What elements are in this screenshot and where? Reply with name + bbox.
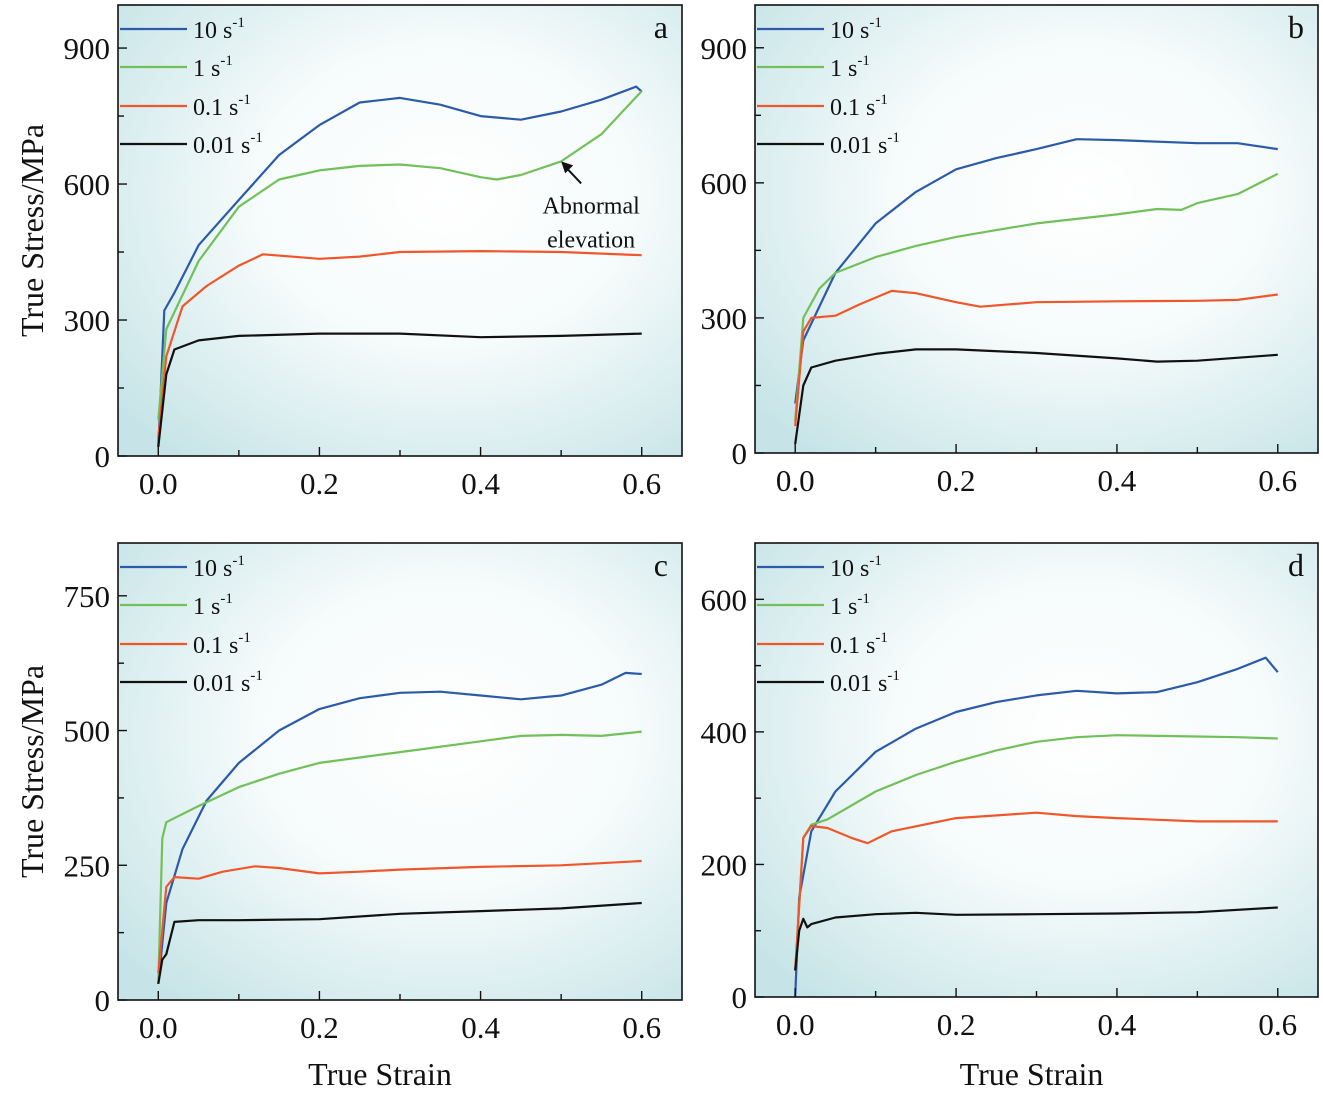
legend-label: 1 s-1 xyxy=(830,591,870,620)
series-line-0_1 xyxy=(157,859,642,974)
x-tick-label: 0.0 xyxy=(776,1007,815,1042)
x-tick-label: 0.0 xyxy=(139,1010,178,1045)
series-line-0_1 xyxy=(794,289,1278,427)
x-tick-label: 0.6 xyxy=(1258,463,1297,498)
y-tick-label: 600 xyxy=(64,167,111,202)
y-axis-label: True Stress/MPa xyxy=(14,665,50,878)
y-tick-label: 0 xyxy=(732,980,748,1015)
y-tick-label: 200 xyxy=(701,847,748,882)
series-line-0_1 xyxy=(157,250,642,439)
panel-label: a xyxy=(654,9,668,45)
y-tick-label: 0 xyxy=(95,439,111,474)
legend-label: 1 s-1 xyxy=(193,591,233,620)
x-axis-label: True Strain xyxy=(960,1056,1104,1092)
series-line-0_01 xyxy=(157,901,642,984)
panel-d: 0.0 0.2 0.4 0.6 0 200 400 600 10 s-1 1 s-1 0.1 s-1… xyxy=(701,542,1319,1092)
legend-label: 1 s-1 xyxy=(830,53,870,82)
x-tick-label: 0.2 xyxy=(300,466,339,501)
annotation-text: elevation xyxy=(547,227,635,253)
legend-label: 0.1 s-1 xyxy=(830,92,888,121)
y-tick-label: 0 xyxy=(95,983,111,1018)
y-tick-label: 0 xyxy=(732,436,748,471)
series-line-0_01 xyxy=(794,348,1278,445)
plot-background xyxy=(755,5,1318,453)
x-tick-label: 0.0 xyxy=(776,463,815,498)
x-axis-label: True Strain xyxy=(308,1056,452,1092)
panel-label: b xyxy=(1288,9,1304,45)
plot-background xyxy=(755,543,1318,997)
series-line-1 xyxy=(157,90,643,420)
y-axis-label: True Stress/MPa xyxy=(14,124,50,337)
legend-label: 0.1 s-1 xyxy=(193,92,251,121)
x-tick-label: 0.0 xyxy=(139,466,178,501)
series-line-1 xyxy=(157,730,642,984)
series-line-0_01 xyxy=(157,332,642,448)
y-tick-label: 500 xyxy=(64,714,111,749)
legend-label: 0.01 s-1 xyxy=(830,668,900,697)
legend-label: 0.01 s-1 xyxy=(193,130,263,159)
y-tick-label: 750 xyxy=(64,579,111,614)
x-tick-label: 0.4 xyxy=(1098,463,1137,498)
panel-label: c xyxy=(654,547,668,583)
y-tick-label: 600 xyxy=(701,582,748,617)
legend-label: 1 s-1 xyxy=(193,53,233,82)
arrow-head-icon xyxy=(561,161,574,174)
legend-label: 10 s-1 xyxy=(193,553,245,582)
y-tick-label: 400 xyxy=(701,715,748,750)
series-line-0_1 xyxy=(794,811,1278,971)
series-line-10 xyxy=(157,85,643,447)
y-tick-label: 900 xyxy=(701,31,748,66)
x-tick-label: 0.6 xyxy=(622,1010,661,1045)
x-tick-label: 0.2 xyxy=(937,1007,976,1042)
y-tick-label: 300 xyxy=(64,303,111,338)
x-tick-label: 0.6 xyxy=(622,466,661,501)
panel-label: d xyxy=(1288,547,1304,583)
series-line-10 xyxy=(157,671,642,984)
panel-c: 0.0 0.2 0.4 0.6 0 250 500 750 10 s-1 1 s-1 0.1 s-1… xyxy=(14,542,683,1092)
y-tick-label: 900 xyxy=(64,31,111,66)
legend-label: 10 s-1 xyxy=(830,15,882,44)
y-tick-label: 300 xyxy=(701,301,748,336)
series-line-0_01 xyxy=(794,906,1278,971)
x-tick-label: 0.4 xyxy=(1098,1007,1137,1042)
x-tick-label: 0.2 xyxy=(937,463,976,498)
legend-label: 0.1 s-1 xyxy=(193,630,251,659)
y-tick-label: 600 xyxy=(701,166,748,201)
plot-background xyxy=(118,543,682,1000)
series-line-1 xyxy=(794,172,1279,422)
annotation-text: Abnormal xyxy=(542,193,640,219)
x-tick-label: 0.6 xyxy=(1258,1007,1297,1042)
y-tick-label: 250 xyxy=(64,848,111,883)
panel-b: 0.0 0.2 0.4 0.6 0 300 600 900 10 s-1 1 s-1 0.1 s-1… xyxy=(701,4,1319,498)
legend-label: 10 s-1 xyxy=(830,553,882,582)
series-line-10 xyxy=(794,656,1279,998)
legend-label: 10 s-1 xyxy=(193,15,245,44)
x-tick-label: 0.4 xyxy=(461,1010,500,1045)
series-line-1 xyxy=(794,734,1278,971)
legend-label: 0.01 s-1 xyxy=(193,668,263,697)
legend-label: 0.01 s-1 xyxy=(830,130,900,159)
x-tick-label: 0.2 xyxy=(300,1010,339,1045)
panel-a: 0.0 0.2 0.4 0.6 0 300 600 900 10 s-1 1 s-1 0.1 s-1… xyxy=(14,4,683,501)
x-tick-label: 0.4 xyxy=(461,466,500,501)
legend-label: 0.1 s-1 xyxy=(830,630,888,659)
